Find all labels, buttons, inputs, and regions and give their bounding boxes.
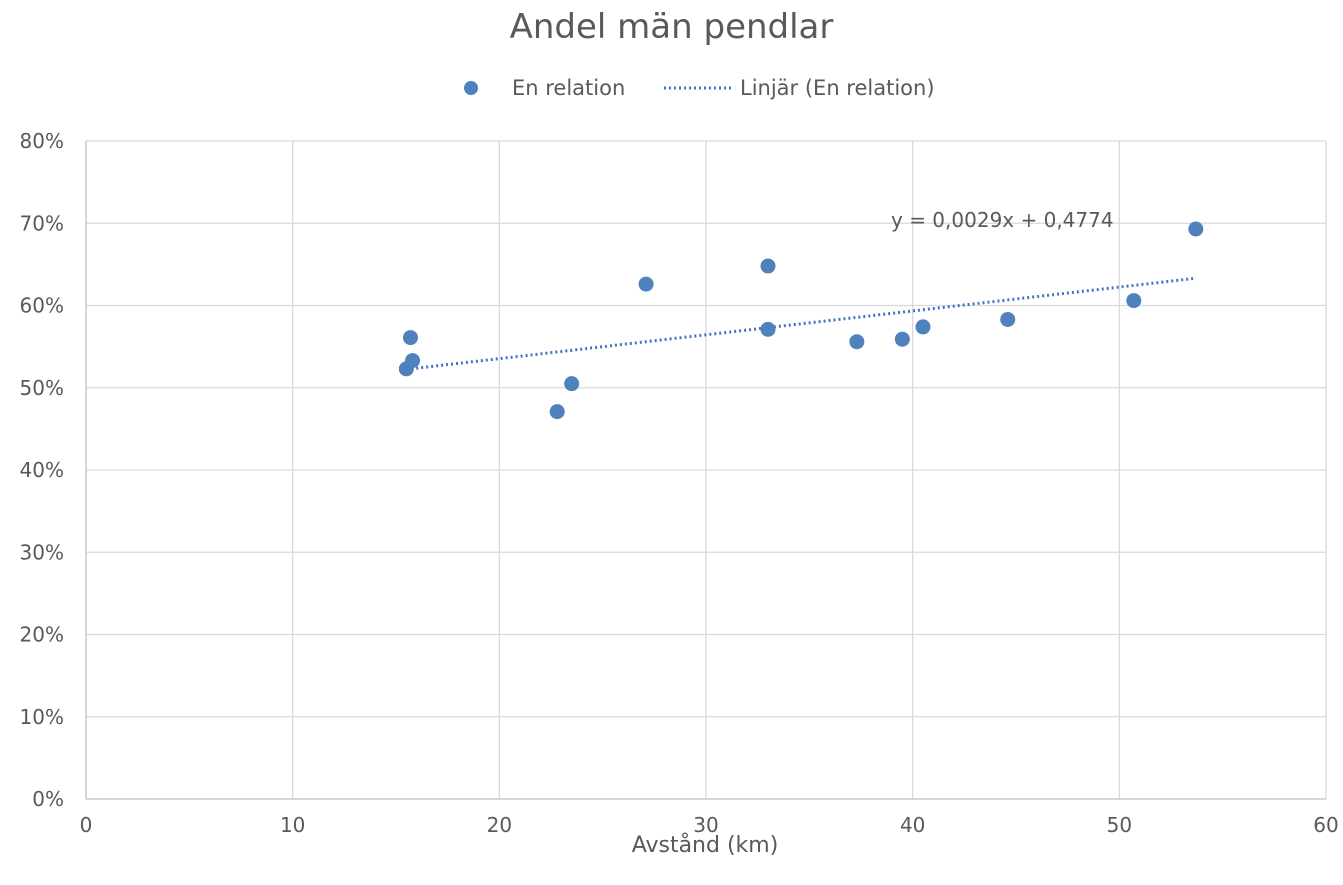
x-tick-label: 10 <box>280 813 305 837</box>
trendline-layer <box>406 276 1196 371</box>
y-tick-label: 60% <box>20 294 64 318</box>
legend-trend-label: Linjär (En relation) <box>740 76 935 100</box>
y-tick-label: 40% <box>20 458 64 482</box>
chart-title: Andel män pendlar <box>510 7 834 47</box>
y-tick-label: 80% <box>20 129 64 153</box>
y-tick-label: 10% <box>20 705 64 729</box>
x-tick-label: 40 <box>900 813 925 837</box>
y-tick-label: 20% <box>20 623 64 647</box>
data-point <box>760 321 776 337</box>
data-point <box>402 330 418 346</box>
data-point <box>405 353 421 369</box>
y-tick-label: 50% <box>20 376 64 400</box>
data-point <box>760 258 776 274</box>
points-layer <box>398 221 1204 420</box>
data-point <box>1000 311 1016 327</box>
legend-marker <box>464 81 478 95</box>
gridlines <box>85 140 1327 799</box>
axes: 0% 10% 20% 30% 40% 50% 60% 70% 80% 0 10 20 30 40 50 60 <box>20 129 1339 837</box>
legend-series-label: En relation <box>512 76 625 100</box>
x-tick-label: 30 <box>693 813 718 837</box>
trendline <box>406 276 1196 371</box>
data-point <box>638 276 654 292</box>
data-point <box>1188 221 1204 237</box>
y-tick-label: 30% <box>20 540 64 564</box>
y-tick-label: 70% <box>20 211 64 235</box>
y-tick-label: 0% <box>32 787 64 811</box>
data-point <box>564 376 580 392</box>
data-point <box>849 334 865 350</box>
data-point <box>549 404 565 420</box>
data-point <box>1126 293 1142 309</box>
data-point <box>894 331 910 347</box>
x-tick-label: 20 <box>487 813 512 837</box>
x-tick-label: 50 <box>1107 813 1132 837</box>
x-tick-label: 0 <box>80 813 93 837</box>
trendline-equation: y = 0,0029x + 0,4774 <box>891 208 1114 232</box>
x-tick-label: 60 <box>1313 813 1338 837</box>
data-point <box>915 319 931 335</box>
legend: En relation Linjär (En relation) <box>464 76 935 100</box>
x-axis-title: Avstånd (km) <box>632 832 779 858</box>
